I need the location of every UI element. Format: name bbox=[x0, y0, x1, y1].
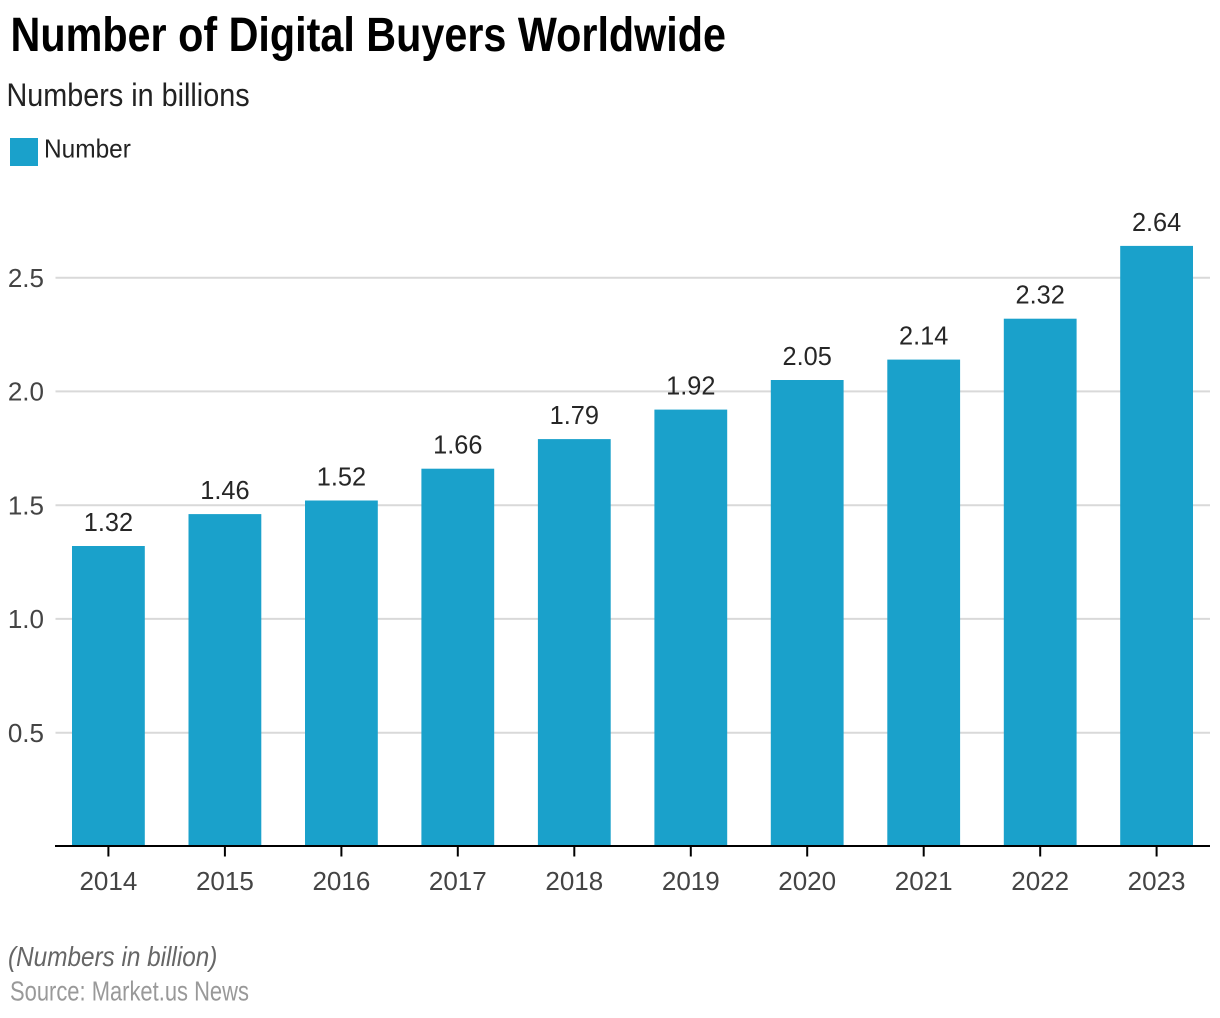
svg-text:2.32: 2.32 bbox=[1016, 280, 1065, 310]
svg-text:2019: 2019 bbox=[662, 866, 720, 896]
svg-text:2.14: 2.14 bbox=[899, 321, 948, 351]
svg-text:2014: 2014 bbox=[79, 866, 137, 896]
svg-text:2018: 2018 bbox=[545, 866, 603, 896]
svg-text:Source: Market.us News: Source: Market.us News bbox=[10, 976, 249, 1007]
svg-text:1.79: 1.79 bbox=[550, 400, 599, 430]
svg-text:2016: 2016 bbox=[312, 866, 370, 896]
svg-text:2017: 2017 bbox=[429, 866, 487, 896]
svg-text:1.5: 1.5 bbox=[8, 491, 44, 521]
svg-text:1.92: 1.92 bbox=[666, 371, 715, 401]
svg-text:2.05: 2.05 bbox=[783, 341, 832, 371]
svg-text:0.5: 0.5 bbox=[8, 718, 44, 748]
svg-text:Number of Digital Buyers World: Number of Digital Buyers Worldwide bbox=[11, 9, 727, 62]
svg-text:1.32: 1.32 bbox=[84, 507, 133, 537]
svg-text:2022: 2022 bbox=[1011, 866, 1069, 896]
svg-text:2.0: 2.0 bbox=[8, 377, 44, 407]
svg-text:2021: 2021 bbox=[895, 866, 953, 896]
svg-text:2020: 2020 bbox=[778, 866, 836, 896]
svg-text:1.66: 1.66 bbox=[433, 430, 482, 460]
svg-text:2.5: 2.5 bbox=[8, 263, 44, 293]
svg-text:(Numbers in billion): (Numbers in billion) bbox=[8, 941, 217, 972]
svg-text:2.64: 2.64 bbox=[1132, 207, 1181, 237]
svg-text:1.46: 1.46 bbox=[200, 475, 249, 505]
svg-text:1.52: 1.52 bbox=[317, 462, 366, 492]
svg-text:Number: Number bbox=[44, 134, 131, 164]
svg-text:2015: 2015 bbox=[196, 866, 254, 896]
svg-text:1.0: 1.0 bbox=[8, 604, 44, 634]
svg-text:2023: 2023 bbox=[1128, 866, 1186, 896]
svg-text:Numbers in billions: Numbers in billions bbox=[7, 77, 250, 113]
